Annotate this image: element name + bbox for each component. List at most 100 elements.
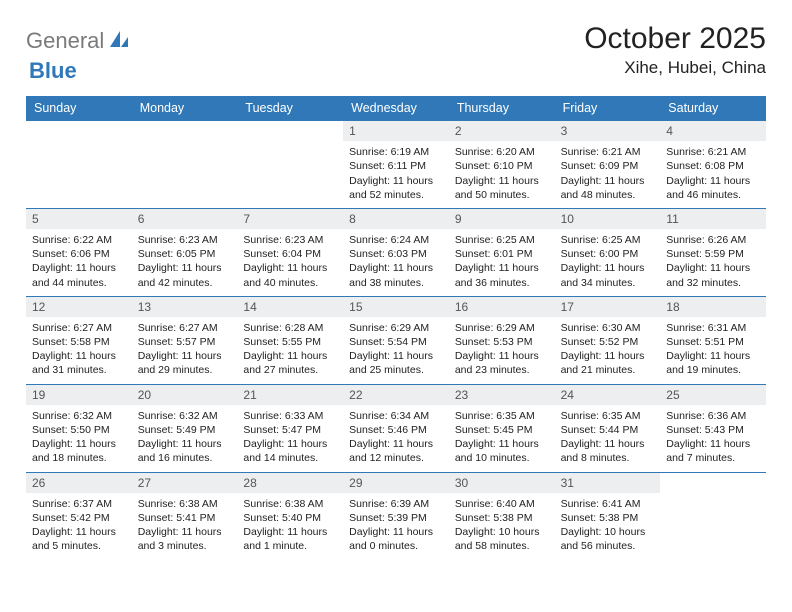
calendar-cell-empty [26, 120, 132, 208]
daylight-text: Daylight: 11 hours and 36 minutes. [455, 261, 549, 289]
title-block: October 2025 Xihe, Hubei, China [584, 22, 766, 78]
day-details: Sunrise: 6:21 AMSunset: 6:08 PMDaylight:… [660, 141, 766, 208]
calendar-cell-28: 28Sunrise: 6:38 AMSunset: 5:40 PMDayligh… [237, 472, 343, 560]
sunrise-text: Sunrise: 6:38 AM [138, 497, 232, 511]
calendar-grid: 1Sunrise: 6:19 AMSunset: 6:11 PMDaylight… [26, 120, 766, 559]
day-number: 11 [660, 209, 766, 229]
sunrise-text: Sunrise: 6:21 AM [666, 145, 760, 159]
day-details [660, 493, 766, 560]
daylight-text: Daylight: 11 hours and 38 minutes. [349, 261, 443, 289]
day-details: Sunrise: 6:27 AMSunset: 5:57 PMDaylight:… [132, 317, 238, 384]
day-details: Sunrise: 6:25 AMSunset: 6:01 PMDaylight:… [449, 229, 555, 296]
day-details: Sunrise: 6:24 AMSunset: 6:03 PMDaylight:… [343, 229, 449, 296]
daylight-text: Daylight: 11 hours and 31 minutes. [32, 349, 126, 377]
day-number: 31 [555, 473, 661, 493]
day-details: Sunrise: 6:40 AMSunset: 5:38 PMDaylight:… [449, 493, 555, 560]
day-number: 28 [237, 473, 343, 493]
sunset-text: Sunset: 5:53 PM [455, 335, 549, 349]
day-number: 27 [132, 473, 238, 493]
sunrise-text: Sunrise: 6:35 AM [561, 409, 655, 423]
day-number [660, 473, 766, 493]
sunrise-text: Sunrise: 6:26 AM [666, 233, 760, 247]
daylight-text: Daylight: 11 hours and 40 minutes. [243, 261, 337, 289]
day-number: 22 [343, 385, 449, 405]
sunset-text: Sunset: 6:04 PM [243, 247, 337, 261]
day-details: Sunrise: 6:28 AMSunset: 5:55 PMDaylight:… [237, 317, 343, 384]
sunset-text: Sunset: 5:45 PM [455, 423, 549, 437]
daylight-text: Daylight: 11 hours and 21 minutes. [561, 349, 655, 377]
calendar-cell-14: 14Sunrise: 6:28 AMSunset: 5:55 PMDayligh… [237, 296, 343, 384]
sunset-text: Sunset: 5:49 PM [138, 423, 232, 437]
day-number: 17 [555, 297, 661, 317]
sunrise-text: Sunrise: 6:20 AM [455, 145, 549, 159]
day-number [26, 121, 132, 141]
sunset-text: Sunset: 6:00 PM [561, 247, 655, 261]
sunrise-text: Sunrise: 6:35 AM [455, 409, 549, 423]
calendar-cell-6: 6Sunrise: 6:23 AMSunset: 6:05 PMDaylight… [132, 208, 238, 296]
day-number: 25 [660, 385, 766, 405]
day-details: Sunrise: 6:38 AMSunset: 5:40 PMDaylight:… [237, 493, 343, 560]
daylight-text: Daylight: 11 hours and 34 minutes. [561, 261, 655, 289]
calendar-cell-15: 15Sunrise: 6:29 AMSunset: 5:54 PMDayligh… [343, 296, 449, 384]
day-number: 9 [449, 209, 555, 229]
calendar-cell-12: 12Sunrise: 6:27 AMSunset: 5:58 PMDayligh… [26, 296, 132, 384]
sunrise-text: Sunrise: 6:27 AM [32, 321, 126, 335]
sunset-text: Sunset: 5:57 PM [138, 335, 232, 349]
weekday-thursday: Thursday [449, 96, 555, 120]
day-number: 30 [449, 473, 555, 493]
sunset-text: Sunset: 6:08 PM [666, 159, 760, 173]
calendar-cell-7: 7Sunrise: 6:23 AMSunset: 6:04 PMDaylight… [237, 208, 343, 296]
calendar-cell-16: 16Sunrise: 6:29 AMSunset: 5:53 PMDayligh… [449, 296, 555, 384]
day-number: 16 [449, 297, 555, 317]
daylight-text: Daylight: 11 hours and 12 minutes. [349, 437, 443, 465]
calendar-cell-4: 4Sunrise: 6:21 AMSunset: 6:08 PMDaylight… [660, 120, 766, 208]
day-number: 1 [343, 121, 449, 141]
sunrise-text: Sunrise: 6:24 AM [349, 233, 443, 247]
calendar-cell-24: 24Sunrise: 6:35 AMSunset: 5:44 PMDayligh… [555, 384, 661, 472]
sunrise-text: Sunrise: 6:31 AM [666, 321, 760, 335]
day-number [132, 121, 238, 141]
day-details: Sunrise: 6:32 AMSunset: 5:49 PMDaylight:… [132, 405, 238, 472]
calendar-cell-17: 17Sunrise: 6:30 AMSunset: 5:52 PMDayligh… [555, 296, 661, 384]
calendar-cell-1: 1Sunrise: 6:19 AMSunset: 6:11 PMDaylight… [343, 120, 449, 208]
day-number: 20 [132, 385, 238, 405]
day-number: 10 [555, 209, 661, 229]
sunset-text: Sunset: 6:11 PM [349, 159, 443, 173]
daylight-text: Daylight: 11 hours and 1 minute. [243, 525, 337, 553]
weekday-monday: Monday [132, 96, 238, 120]
calendar-cell-21: 21Sunrise: 6:33 AMSunset: 5:47 PMDayligh… [237, 384, 343, 472]
daylight-text: Daylight: 11 hours and 27 minutes. [243, 349, 337, 377]
daylight-text: Daylight: 11 hours and 44 minutes. [32, 261, 126, 289]
daylight-text: Daylight: 11 hours and 18 minutes. [32, 437, 126, 465]
daylight-text: Daylight: 11 hours and 10 minutes. [455, 437, 549, 465]
weekday-tuesday: Tuesday [237, 96, 343, 120]
daylight-text: Daylight: 10 hours and 58 minutes. [455, 525, 549, 553]
logo: General [26, 28, 132, 54]
sunrise-text: Sunrise: 6:28 AM [243, 321, 337, 335]
sunrise-text: Sunrise: 6:34 AM [349, 409, 443, 423]
sunset-text: Sunset: 6:09 PM [561, 159, 655, 173]
day-number: 26 [26, 473, 132, 493]
day-details: Sunrise: 6:38 AMSunset: 5:41 PMDaylight:… [132, 493, 238, 560]
sunrise-text: Sunrise: 6:33 AM [243, 409, 337, 423]
calendar-page: General October 2025 Xihe, Hubei, China … [0, 0, 792, 559]
day-details [26, 141, 132, 208]
day-details: Sunrise: 6:21 AMSunset: 6:09 PMDaylight:… [555, 141, 661, 208]
sunrise-text: Sunrise: 6:25 AM [561, 233, 655, 247]
sunrise-text: Sunrise: 6:32 AM [138, 409, 232, 423]
month-title: October 2025 [584, 22, 766, 56]
daylight-text: Daylight: 11 hours and 42 minutes. [138, 261, 232, 289]
sunset-text: Sunset: 5:47 PM [243, 423, 337, 437]
day-details: Sunrise: 6:27 AMSunset: 5:58 PMDaylight:… [26, 317, 132, 384]
sunrise-text: Sunrise: 6:37 AM [32, 497, 126, 511]
sunset-text: Sunset: 5:58 PM [32, 335, 126, 349]
calendar-cell-empty [237, 120, 343, 208]
calendar-cell-23: 23Sunrise: 6:35 AMSunset: 5:45 PMDayligh… [449, 384, 555, 472]
day-details: Sunrise: 6:33 AMSunset: 5:47 PMDaylight:… [237, 405, 343, 472]
calendar-cell-empty [132, 120, 238, 208]
daylight-text: Daylight: 11 hours and 23 minutes. [455, 349, 549, 377]
sunset-text: Sunset: 5:54 PM [349, 335, 443, 349]
day-details [237, 141, 343, 208]
day-details: Sunrise: 6:23 AMSunset: 6:05 PMDaylight:… [132, 229, 238, 296]
sunset-text: Sunset: 5:43 PM [666, 423, 760, 437]
